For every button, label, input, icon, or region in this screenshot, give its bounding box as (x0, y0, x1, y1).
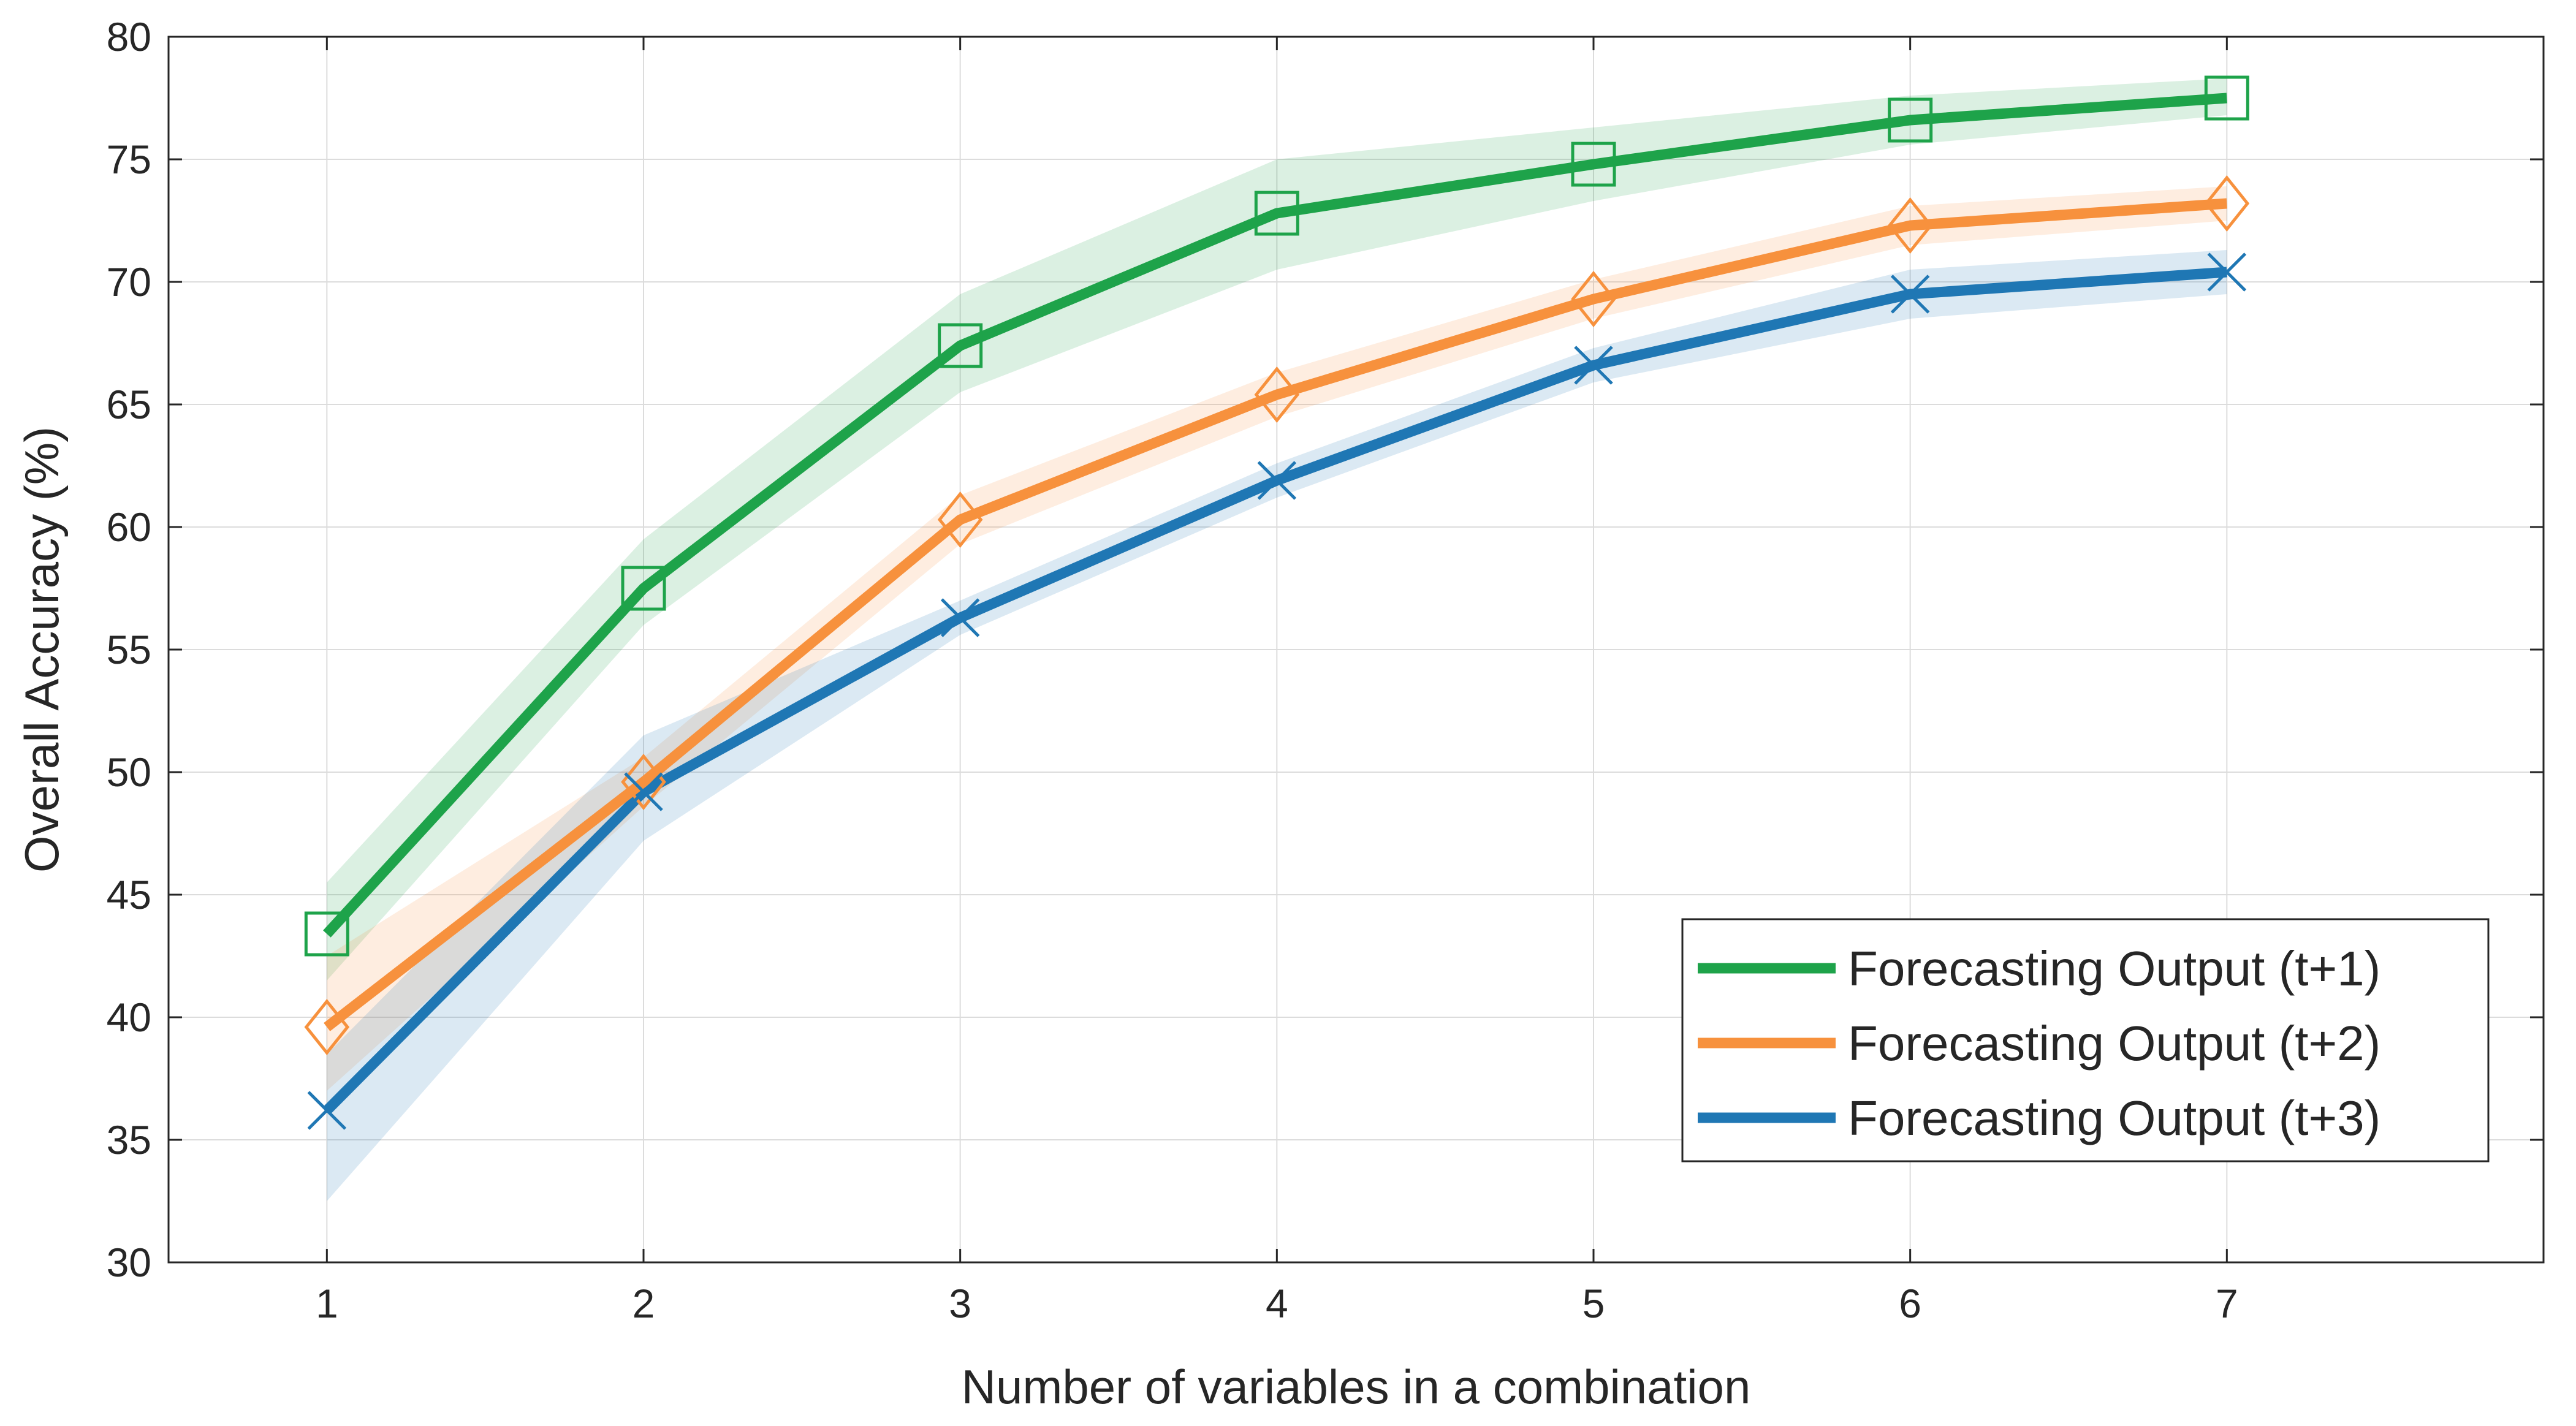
axis-titles: Number of variables in a combination Ove… (15, 427, 1750, 1414)
confidence-band (327, 78, 2227, 980)
legend-label: Forecasting Output (t+3) (1848, 1091, 2380, 1145)
square-marker (621, 566, 666, 611)
y-tick-label: 45 (107, 872, 151, 917)
square-marker (304, 911, 349, 957)
diamond-marker (1254, 366, 1300, 423)
square-marker (1254, 191, 1299, 236)
x-tick-label: 7 (2216, 1281, 2238, 1326)
x-marker (307, 1091, 347, 1130)
square-marker (1888, 97, 1933, 143)
x-marker (1257, 461, 1297, 500)
y-tick-label: 65 (107, 382, 151, 427)
diamond-marker (304, 998, 350, 1056)
y-axis-title: Overall Accuracy (%) (15, 427, 69, 873)
legend-label: Forecasting Output (t+1) (1848, 941, 2380, 996)
x-tick-label: 6 (1899, 1281, 1921, 1326)
x-marker (1574, 346, 1613, 385)
legend: Forecasting Output (t+1) Forecasting Outp… (1681, 918, 2490, 1162)
diamond-marker (1571, 270, 1616, 328)
series-line (324, 198, 2227, 1031)
x-marker (940, 598, 980, 637)
y-tick-label: 60 (107, 504, 151, 550)
y-tick-label: 70 (107, 259, 151, 305)
legend-label: Forecasting Output (t+2) (1848, 1016, 2380, 1071)
x-marker (2207, 252, 2247, 292)
diamond-marker (621, 753, 666, 811)
series-markers (304, 75, 2250, 1130)
x-tick-label: 2 (633, 1281, 655, 1326)
y-tick-label: 55 (107, 627, 151, 672)
y-tick-label: 50 (107, 749, 151, 795)
x-axis-title: Number of variables in a combination (962, 1360, 1751, 1414)
diamond-marker (937, 491, 983, 548)
y-tick-label: 35 (107, 1117, 151, 1162)
diamond-marker (2204, 175, 2250, 232)
x-tick-label: 4 (1266, 1281, 1288, 1326)
y-tick-label: 75 (107, 137, 151, 182)
square-marker (2204, 75, 2249, 121)
y-tick-label: 80 (107, 14, 151, 59)
x-marker (1890, 275, 1930, 314)
square-marker (938, 323, 983, 368)
square-marker (1571, 142, 1616, 187)
diamond-marker (1887, 197, 1933, 254)
y-tick-label: 40 (107, 995, 151, 1040)
x-tick-label: 5 (1582, 1281, 1605, 1326)
x-marker (624, 772, 663, 811)
x-tick-label: 1 (316, 1281, 338, 1326)
series-line (323, 93, 2227, 938)
y-tick-label: 30 (107, 1240, 151, 1285)
x-tick-label: 3 (949, 1281, 971, 1326)
